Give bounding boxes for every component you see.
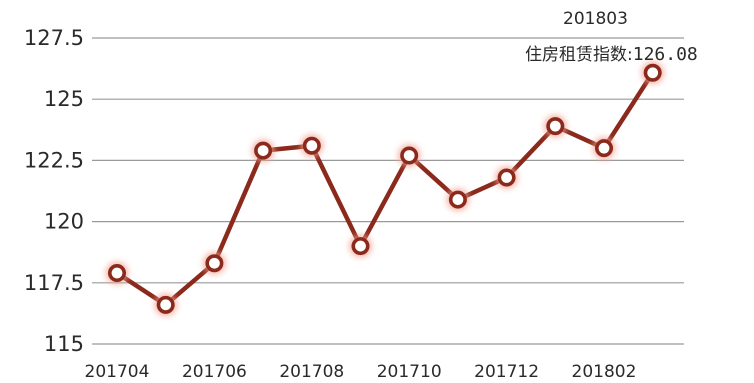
series-line [114, 70, 655, 308]
data-series [114, 70, 655, 308]
data-point [495, 166, 518, 189]
data-point-marker [400, 146, 419, 165]
data-point-marker [156, 295, 175, 314]
y-tick-label: 120 [44, 210, 84, 234]
y-axis-tick-labels: 115 117.5 120 122.5 125 127.5 [24, 26, 84, 356]
data-point [446, 188, 469, 211]
y-tick-label: 122.5 [24, 148, 84, 172]
data-point-marker [448, 190, 467, 209]
y-tick-label: 127.5 [24, 26, 84, 50]
data-point-marker [643, 63, 662, 82]
data-point-marker [594, 139, 613, 158]
x-tick-label: 201704 [85, 362, 150, 382]
x-tick-label: 201710 [377, 362, 442, 382]
data-point [349, 235, 372, 258]
data-point [106, 262, 128, 285]
peak-annotation: 201803 住房租赁指数:126.08 [525, 9, 698, 65]
data-point-marker [108, 264, 127, 283]
data-point-marker [254, 141, 273, 160]
x-tick-label: 201706 [182, 362, 247, 382]
data-point [154, 293, 177, 316]
x-tick-label: 201712 [474, 362, 539, 382]
data-point [398, 144, 421, 167]
data-point [203, 252, 226, 275]
y-tick-label: 117.5 [24, 271, 84, 295]
data-point-marker [546, 117, 565, 136]
data-point [300, 134, 323, 157]
data-point-marker [302, 136, 321, 155]
annotation-label: 住房租赁指数: [525, 45, 633, 65]
x-axis-tick-labels: 201704 201706 201708 201710 201712 201802 [85, 362, 637, 382]
y-tick-label: 125 [44, 87, 84, 111]
data-point [641, 61, 664, 84]
data-point [593, 137, 615, 160]
x-tick-label: 201708 [279, 362, 344, 382]
data-point-marker [497, 168, 516, 187]
annotation-period: 201803 [563, 9, 628, 29]
annotation-label-line: 住房租赁指数:126.08 [525, 44, 698, 65]
data-point-marker [351, 237, 370, 256]
data-point [544, 115, 567, 138]
annotation-value: 126.08 [633, 44, 698, 65]
data-point [252, 139, 275, 162]
x-tick-label: 201802 [572, 362, 637, 382]
data-point-marker [205, 254, 224, 273]
y-tick-label: 115 [44, 332, 84, 356]
data-points [106, 61, 664, 316]
